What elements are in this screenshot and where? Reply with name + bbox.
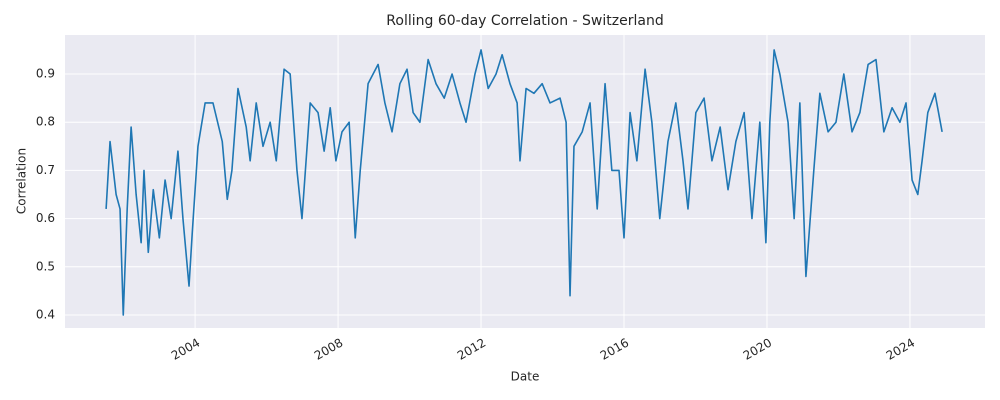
y-tick-label: 0.5 <box>36 259 55 273</box>
chart-title: Rolling 60-day Correlation - Switzerland <box>386 13 663 29</box>
x-tick-label: 2016 <box>598 336 631 363</box>
x-tick-label: 2004 <box>169 336 202 363</box>
y-tick-label: 0.9 <box>36 67 55 81</box>
x-tick-label: 2020 <box>741 336 774 363</box>
y-axis-label: Correlation <box>15 148 29 214</box>
y-tick-label: 0.7 <box>36 163 55 177</box>
y-tick-label: 0.4 <box>36 307 55 321</box>
x-tick-label: 2008 <box>312 336 345 363</box>
x-tick-label: 2012 <box>455 336 488 363</box>
x-axis-label: Date <box>511 370 540 384</box>
plot-area <box>65 35 985 328</box>
series-line <box>105 49 943 316</box>
x-tick-label: 2024 <box>884 336 917 363</box>
y-tick-label: 0.6 <box>36 211 55 225</box>
y-tick-label: 0.8 <box>36 115 55 129</box>
